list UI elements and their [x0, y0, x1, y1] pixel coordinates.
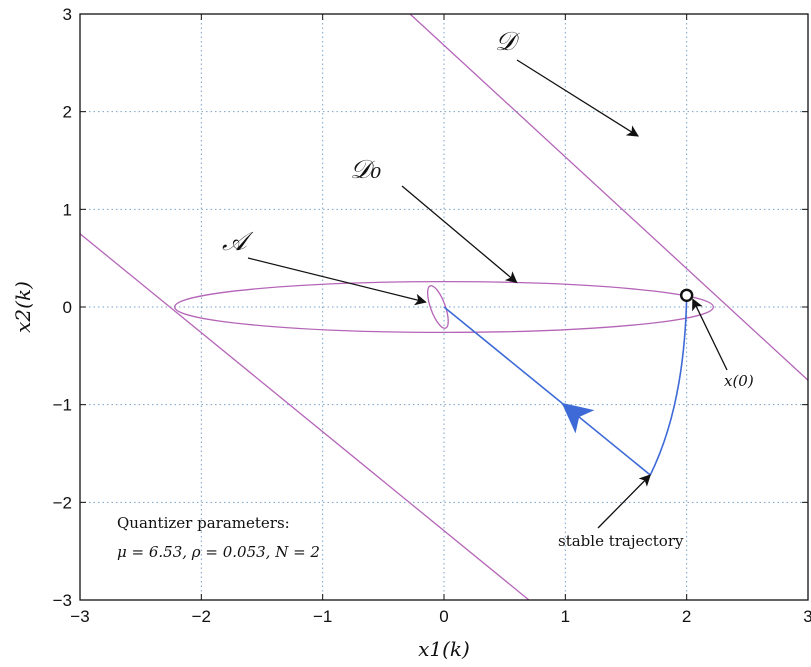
annotation-stable-trajectory: stable trajectory [558, 532, 684, 550]
annotation-x0: x(0) [724, 372, 754, 390]
x-tick-label-0: −3 [70, 607, 89, 626]
x-axis-label: x1(k) [418, 637, 470, 661]
arrow-D0 [401, 185, 518, 284]
y-tick-label-0: −3 [53, 591, 72, 610]
y-tick-label-3: 0 [63, 298, 72, 317]
x-tick-label-3: 0 [439, 607, 448, 626]
region-A-ellipse [426, 285, 449, 329]
y-tick-label-1: −2 [53, 493, 72, 512]
region-D-boundary-2 [79, 233, 530, 601]
x-tick-label-6: 3 [803, 607, 811, 626]
arrow-D [516, 59, 639, 137]
initial-point-marker [679, 288, 694, 302]
region-D0-ellipse [173, 280, 715, 334]
y-axis-label: x2(k) [11, 281, 35, 333]
trajectory-segment-2 [443, 306, 651, 476]
x-tick-label-1: −2 [192, 607, 211, 626]
x-tick-label-4: 1 [561, 607, 570, 626]
y-tick-label-4: 1 [63, 200, 72, 219]
arrow-x0 [692, 298, 728, 371]
note-line-2: μ = 6.53, ρ = 0.053, N = 2 [117, 543, 320, 561]
y-tick-label-2: −1 [53, 396, 72, 415]
region-D-boundary-1 [409, 13, 809, 381]
arrow-stable-trajectory [597, 474, 651, 529]
arrow-A [247, 257, 427, 306]
note-line-1: Quantizer parameters: [117, 514, 290, 532]
x-tick-label-2: −1 [313, 607, 332, 626]
ticks [79, 13, 809, 601]
y-tick-label-6: 3 [63, 5, 72, 24]
curves [79, 13, 809, 601]
x-tick-label-5: 2 [682, 607, 691, 626]
trajectory-direction-arrow [561, 402, 595, 434]
annotation-D0: 𝒟₀ [350, 155, 382, 185]
y-tick-label-5: 2 [63, 103, 72, 122]
annotation-arrows [247, 59, 728, 529]
tick-labels: −3 −2 −1 0 1 2 3 −3 −2 −1 0 1 2 3 [53, 5, 811, 626]
trajectory-segment-1 [649, 295, 688, 476]
